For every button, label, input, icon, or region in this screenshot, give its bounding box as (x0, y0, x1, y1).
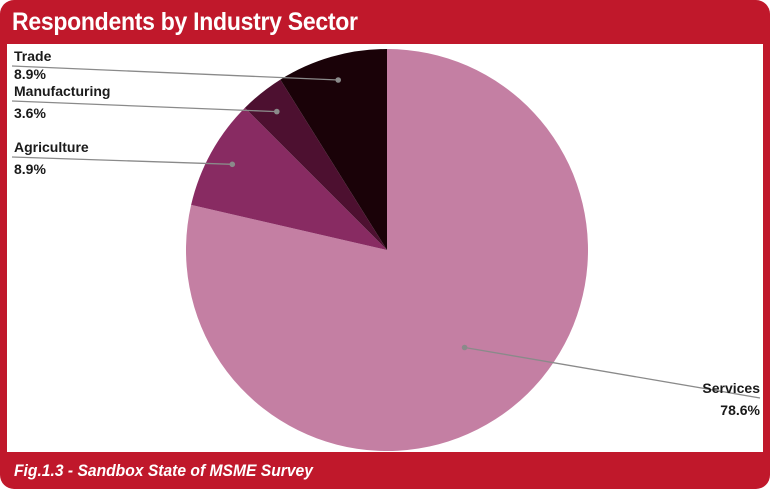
caption-bar: Fig.1.3 - Sandbox State of MSME Survey (0, 452, 770, 489)
leader-line-manufacturing (11, 100, 277, 113)
leader-dot-services (461, 344, 468, 351)
slice-labels: Services78.6%Agriculture8.9%Manufacturin… (14, 48, 761, 418)
pie-slice-manufacturing (244, 79, 387, 251)
slice-label-services: Services (702, 380, 760, 396)
leader-lines (11, 65, 761, 399)
slice-label-trade: Trade (14, 48, 52, 64)
slice-label-manufacturing: Manufacturing (14, 83, 110, 99)
leader-line-services (464, 346, 761, 399)
pie-slice-services (185, 49, 588, 452)
pie-slice-agriculture (191, 107, 387, 251)
title-bar: Respondents by Industry Sector (0, 0, 770, 44)
slice-value-agriculture: 8.9% (14, 161, 46, 177)
pie-slices (185, 49, 588, 452)
chart-title: Respondents by Industry Sector (12, 7, 358, 36)
leader-line-trade (11, 65, 339, 81)
leader-dot-trade (335, 77, 342, 83)
slice-value-services: 78.6% (720, 402, 760, 418)
slice-value-manufacturing: 3.6% (14, 105, 46, 121)
pie-chart: Services78.6%Agriculture8.9%Manufacturin… (11, 48, 761, 452)
pie-slice-trade (280, 49, 387, 250)
leader-dot-manufacturing (274, 108, 280, 115)
slice-value-trade: 8.9% (14, 66, 46, 82)
figure-caption: Fig.1.3 - Sandbox State of MSME Survey (14, 460, 313, 480)
slice-label-agriculture: Agriculture (14, 139, 89, 155)
leader-line-agriculture (11, 156, 233, 165)
leader-dot-agriculture (229, 161, 236, 168)
